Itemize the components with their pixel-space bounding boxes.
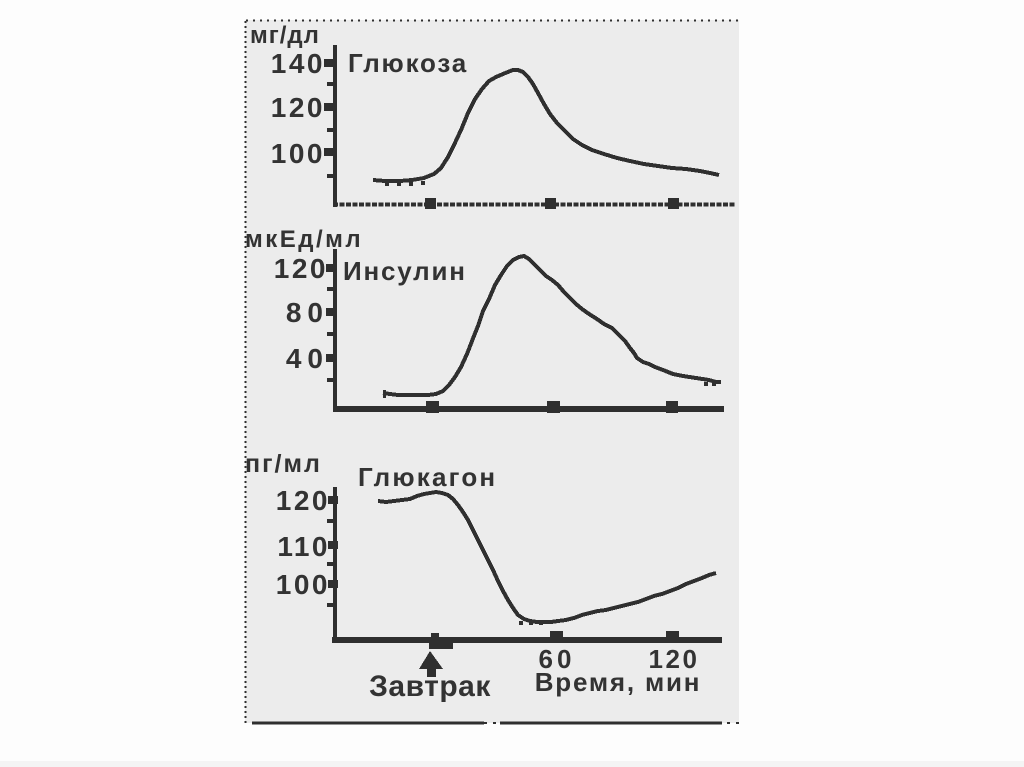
svg-text:120: 120 — [276, 485, 330, 516]
svg-text:110: 110 — [277, 531, 330, 562]
svg-text:40: 40 — [286, 343, 329, 374]
svg-text:Глюкоза: Глюкоза — [348, 48, 468, 78]
svg-text:140: 140 — [271, 48, 325, 79]
svg-text:100: 100 — [276, 569, 330, 600]
svg-text:Завтрак: Завтрак — [369, 670, 491, 703]
svg-text:120: 120 — [274, 253, 328, 284]
svg-text:мкЕд/мл: мкЕд/мл — [245, 226, 363, 253]
svg-text:Время, мин: Время, мин — [535, 667, 702, 697]
svg-text:60: 60 — [539, 644, 576, 674]
svg-text:Глюкагон: Глюкагон — [358, 462, 497, 492]
svg-text:80: 80 — [286, 297, 329, 328]
svg-text:пг/мл: пг/мл — [245, 450, 322, 478]
svg-text:120: 120 — [649, 644, 700, 674]
svg-text:мг/дл: мг/дл — [250, 22, 320, 49]
svg-text:100: 100 — [271, 138, 325, 169]
svg-text:Инсулин: Инсулин — [343, 256, 467, 286]
svg-text:120: 120 — [271, 92, 325, 123]
